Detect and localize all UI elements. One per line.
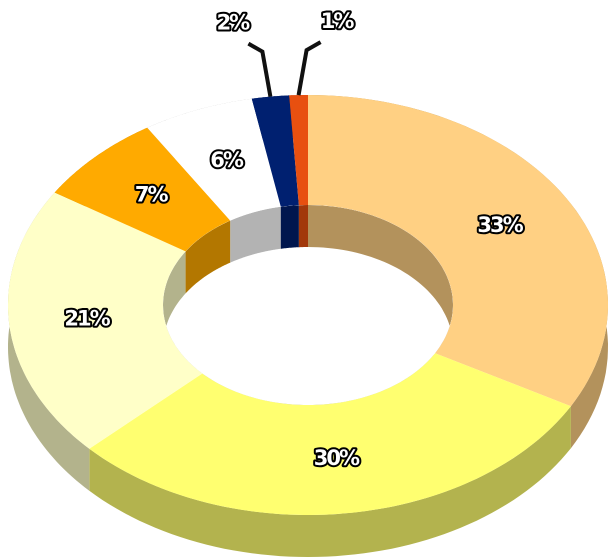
slice (308, 95, 608, 407)
leader-line (296, 40, 322, 96)
data-label: 21% (64, 307, 110, 331)
slice (147, 98, 281, 221)
data-label: 2% (217, 11, 251, 35)
slice (54, 127, 231, 252)
data-label: 6% (210, 148, 244, 172)
slice-inner-side (185, 220, 231, 294)
slice-inner-side (298, 205, 308, 248)
slice (8, 192, 203, 449)
slice (289, 95, 308, 206)
data-label: 7% (135, 182, 169, 206)
slice (89, 353, 571, 515)
data-label: 1% (321, 9, 355, 33)
slice-inner-side (230, 206, 281, 263)
leader-line (247, 41, 273, 98)
slice (251, 95, 299, 207)
slice-inner-side (280, 205, 299, 249)
data-label: 33% (477, 213, 523, 237)
data-label: 30% (314, 446, 360, 470)
slice-inner-side (308, 205, 453, 396)
slice-side (89, 406, 571, 557)
